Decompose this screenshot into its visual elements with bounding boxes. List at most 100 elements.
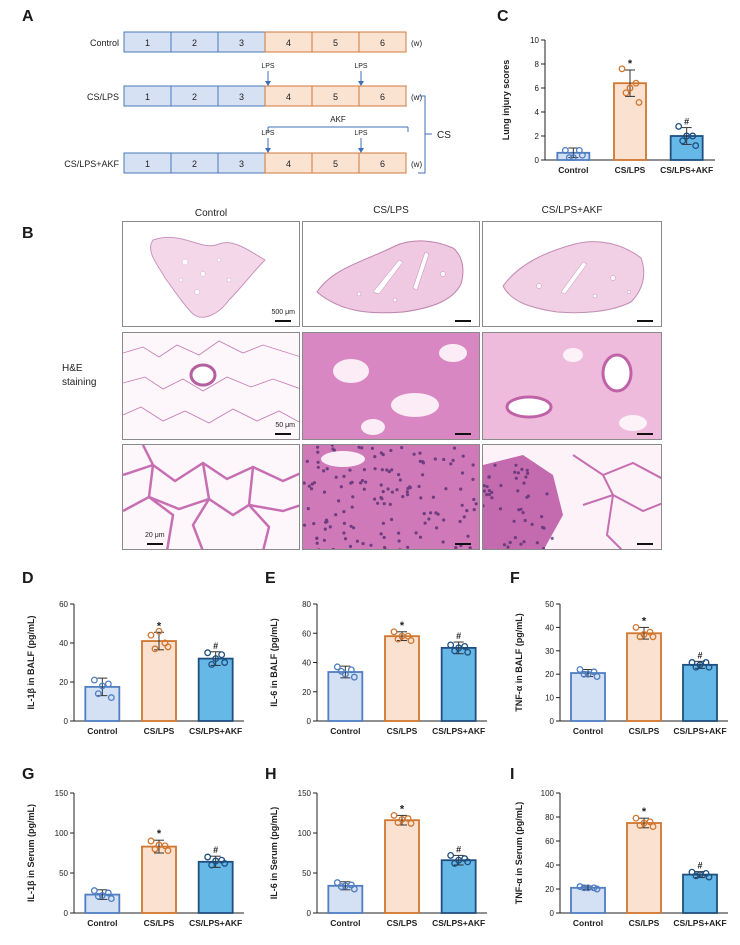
data-point: [350, 673, 358, 681]
timeline-week-label: 4: [286, 38, 291, 48]
akf-label: AKF: [330, 115, 346, 124]
timeline-week-label: 1: [145, 159, 150, 169]
timeline-week-label: 3: [239, 38, 244, 48]
y-axis-label: IL-6 in BALF (pg/mL): [269, 618, 279, 706]
micrograph-cslps-medmag: [302, 332, 480, 440]
data-point: [649, 633, 657, 641]
data-point: [208, 660, 216, 668]
bar-1: [141, 640, 177, 722]
y-tick-label: 0: [64, 717, 69, 726]
micrograph-control-lowmag: 500 μm: [122, 221, 300, 327]
x-tick-label: Control: [330, 918, 360, 928]
data-point: [692, 872, 700, 880]
data-point: [575, 146, 583, 154]
data-point: [212, 655, 220, 663]
x-tick-label: CS/LPS: [387, 726, 418, 736]
panel-letter-g: G: [22, 766, 35, 783]
significance-mark: *: [157, 620, 162, 632]
data-point: [98, 682, 106, 690]
y-tick-label: 80: [545, 813, 554, 822]
data-point: [407, 819, 415, 827]
y-tick-label: 50: [302, 869, 311, 878]
micrograph-control-medmag: 50 μm: [122, 332, 300, 440]
data-point: [640, 819, 648, 827]
data-point: [705, 873, 713, 881]
data-point: [626, 84, 634, 92]
significance-mark: #: [456, 844, 461, 854]
y-tick-label: 40: [545, 623, 554, 632]
data-point: [593, 885, 601, 893]
data-point: [98, 891, 106, 899]
data-point: [622, 89, 630, 97]
data-point: [94, 892, 102, 900]
y-axis-label: IL-1β in BALF (pg/mL): [26, 616, 36, 710]
data-point: [107, 694, 115, 702]
micrograph-control-highmag: 20 μm: [122, 444, 300, 550]
y-tick-label: 8: [535, 60, 540, 69]
y-tick-label: 4: [535, 108, 540, 117]
data-point: [679, 137, 687, 145]
scale-bar-medmag-cslps-akf: [637, 433, 653, 435]
x-tick-label: CS/LPS+AKF: [673, 918, 726, 928]
data-point: [696, 661, 704, 669]
timeline-unit-label: (w): [411, 93, 422, 102]
scale-bar-highmag-cslps-akf: [637, 543, 653, 545]
y-tick-label: 10: [545, 694, 554, 703]
data-point: [447, 641, 455, 649]
data-point: [155, 841, 163, 849]
scale-bar-medmag-control: [275, 433, 291, 435]
scale-bar-medmag-cslps: [455, 433, 471, 435]
timeline-unit-label: (w): [411, 160, 422, 169]
data-point: [565, 154, 573, 162]
data-point: [576, 883, 584, 891]
data-point: [580, 884, 588, 892]
data-point: [337, 883, 345, 891]
y-tick-label: 100: [541, 789, 555, 798]
y-tick-label: 150: [55, 789, 69, 798]
data-point: [212, 857, 220, 865]
timeline-week-cell: [358, 152, 407, 174]
data-point: [455, 856, 463, 864]
significance-mark: *: [400, 620, 405, 632]
y-tick-label: 0: [64, 909, 69, 918]
y-tick-label: 20: [545, 670, 554, 679]
significance-mark: *: [642, 615, 647, 627]
data-point: [398, 815, 406, 823]
x-tick-label: CS/LPS+AKF: [673, 726, 726, 736]
scale-label-medmag: 50 μm: [275, 422, 295, 429]
timeline-week-label: 2: [192, 159, 197, 169]
bar-0: [327, 671, 364, 722]
timeline-week-label: 6: [380, 92, 385, 102]
y-tick-label: 60: [302, 629, 311, 638]
timeline-week-label: 5: [333, 159, 338, 169]
panel-letter-d: D: [22, 570, 34, 587]
lps-label: LPS: [354, 63, 368, 70]
data-point: [204, 649, 212, 657]
histology-row-label-line1: H&E: [62, 363, 83, 374]
x-tick-label: CS/LPS+AKF: [189, 918, 242, 928]
data-point: [584, 884, 592, 892]
significance-mark: *: [642, 806, 647, 818]
timeline-week-label: 6: [380, 38, 385, 48]
y-axis-label: IL-6 in Serum (pg/mL): [269, 807, 279, 900]
scale-bar-lowmag-control: [275, 320, 291, 322]
timeline-week-label: 6: [380, 159, 385, 169]
bar-1: [384, 635, 420, 722]
panel-letter-h: H: [265, 766, 277, 783]
x-tick-label: CS/LPS: [629, 726, 660, 736]
bar-2: [197, 657, 234, 722]
data-point: [683, 132, 691, 140]
data-point: [104, 889, 112, 897]
significance-mark: #: [697, 650, 702, 660]
x-tick-label: CS/LPS: [629, 918, 660, 928]
x-tick-label: CS/LPS+AKF: [189, 726, 242, 736]
timeline-week-label: 3: [239, 159, 244, 169]
data-point: [576, 666, 584, 673]
bar-2: [440, 859, 477, 914]
significance-mark: *: [157, 828, 162, 840]
data-point: [464, 648, 472, 656]
data-point: [561, 146, 569, 154]
y-tick-label: 6: [535, 84, 540, 93]
panel-letter-c: C: [497, 8, 509, 25]
experimental-timeline: Control 1 2 3 4 5 6 (w) CS/LPS 1 2 3 4 5 6 (w) LPS LPS CS/…: [64, 31, 451, 174]
